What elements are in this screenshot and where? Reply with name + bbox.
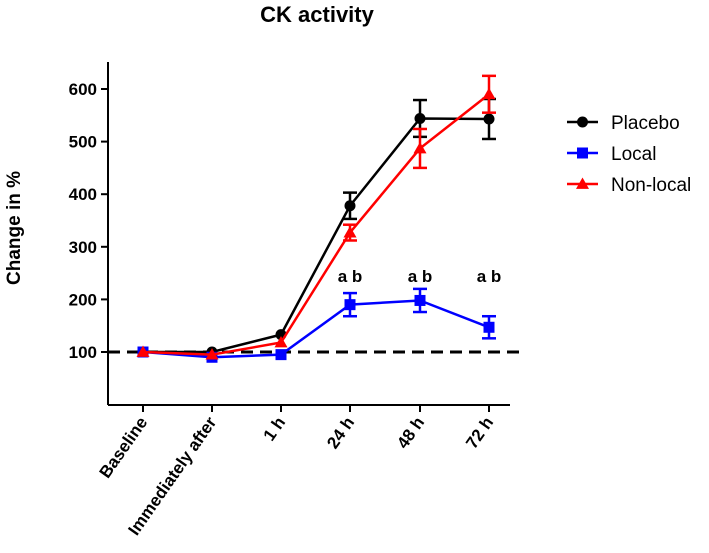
data-point-non-local <box>413 141 427 154</box>
significance-annotation: a b <box>477 267 502 286</box>
chart-title: CK activity <box>260 2 374 27</box>
data-point-local <box>483 321 495 333</box>
data-point-placebo <box>414 112 426 124</box>
series-line-non-local <box>142 93 490 356</box>
series-line-local <box>142 299 490 359</box>
data-point-local <box>344 299 356 311</box>
legend-label-local: Local <box>611 144 656 165</box>
data-point-non-local <box>205 348 219 360</box>
y-tick-label: 300 <box>69 238 97 257</box>
legend-label-non-local: Non-local <box>611 175 691 196</box>
significance-annotation: a b <box>408 267 433 286</box>
x-tick-label: Baseline <box>96 413 152 481</box>
legend: Placebo Local Non-local <box>567 113 691 196</box>
x-tick-label: 48 h <box>393 413 428 452</box>
series-line-placebo <box>143 117 490 354</box>
data-point-local <box>414 294 426 306</box>
legend-marker-placebo <box>577 116 588 128</box>
data-point-placebo <box>344 200 356 212</box>
y-tick-label: 600 <box>69 80 97 99</box>
data-point-non-local <box>343 226 357 238</box>
data-point-non-local <box>136 345 150 357</box>
x-tick-label: 72 h <box>462 413 497 452</box>
y-tick-label: 100 <box>69 343 97 362</box>
legend-marker-local <box>577 147 588 159</box>
y-axis-label: Change in % <box>4 171 25 285</box>
y-tick-label: 400 <box>69 185 97 204</box>
data-point-placebo <box>483 113 495 125</box>
x-tick-label: 24 h <box>323 413 358 452</box>
data-point-non-local <box>274 336 288 348</box>
legend-marker-non-local <box>576 177 589 189</box>
significance-annotation: a b <box>338 267 363 286</box>
x-tick-label: 1 h <box>260 413 290 444</box>
legend-label-placebo: Placebo <box>611 113 680 134</box>
data-point-local <box>275 349 287 361</box>
y-tick-label: 500 <box>69 133 97 152</box>
y-tick-label: 200 <box>69 290 97 309</box>
data-point-non-local <box>482 87 496 100</box>
